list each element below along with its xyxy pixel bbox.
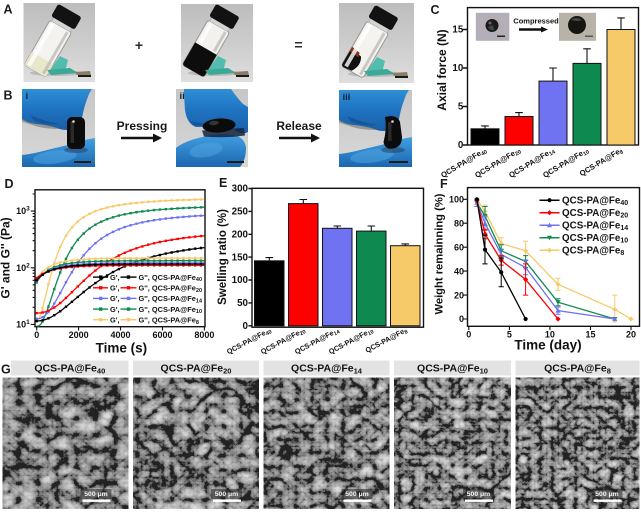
svg-text:=: = [294, 37, 302, 53]
svg-text:QCS-PA@Fe10: QCS-PA@Fe10 [417, 363, 488, 376]
svg-text:250: 250 [232, 207, 249, 218]
svg-text:150: 150 [232, 252, 249, 263]
svg-text:B: B [4, 89, 13, 103]
svg-text:10: 10 [452, 63, 463, 74]
svg-text:300: 300 [232, 184, 249, 195]
svg-text:500 μm: 500 μm [345, 491, 368, 498]
svg-text:100: 100 [449, 195, 464, 205]
svg-text:QCS-PA@Fe10: QCS-PA@Fe10 [562, 233, 628, 245]
svg-text:ii: ii [180, 91, 185, 102]
svg-text:G',: G', [110, 284, 120, 293]
svg-text:Release: Release [276, 119, 322, 133]
svg-text:G'', QCS-PA@Fe8: G'', QCS-PA@Fe8 [139, 316, 199, 326]
svg-text:G',: G', [110, 294, 120, 303]
svg-text:60: 60 [454, 242, 464, 252]
svg-text:40: 40 [454, 266, 464, 276]
svg-text:iii: iii [343, 92, 351, 103]
svg-text:QCS-PA@Fe40: QCS-PA@Fe40 [34, 363, 105, 376]
svg-text:Time (s): Time (s) [96, 341, 148, 356]
svg-text:101: 101 [16, 319, 30, 330]
svg-text:i: i [26, 91, 29, 102]
svg-text:G'', QCS-PA@Fe10: G'', QCS-PA@Fe10 [139, 305, 203, 315]
svg-text:Axial force (N): Axial force (N) [435, 29, 449, 110]
svg-text:0: 0 [34, 330, 39, 340]
svg-text:8000: 8000 [194, 330, 214, 340]
svg-text:102: 102 [16, 262, 30, 273]
svg-text:A: A [4, 3, 13, 17]
svg-text:C: C [431, 3, 440, 17]
svg-text:2000: 2000 [69, 330, 89, 340]
svg-text:80: 80 [454, 218, 464, 228]
svg-text:QCS-PA@Fe40: QCS-PA@Fe40 [562, 196, 628, 208]
svg-text:50: 50 [237, 298, 248, 309]
svg-text:0: 0 [459, 314, 464, 324]
svg-text:QCS-PA@Fe14: QCS-PA@Fe14 [291, 363, 363, 376]
svg-text:0: 0 [243, 321, 249, 332]
svg-text:5: 5 [458, 102, 464, 113]
svg-text:20: 20 [454, 290, 464, 300]
svg-text:G',: G', [110, 273, 120, 282]
svg-text:0: 0 [466, 330, 471, 340]
svg-text:QCS-PA@Fe14: QCS-PA@Fe14 [562, 221, 628, 233]
svg-text:0: 0 [458, 140, 464, 151]
svg-text:20: 20 [626, 330, 636, 340]
svg-text:Time (day): Time (day) [514, 338, 581, 353]
svg-text:QCS-PA@Fe20: QCS-PA@Fe20 [161, 363, 232, 376]
svg-text:4000: 4000 [110, 330, 130, 340]
svg-text:G' and G'' (Pa): G' and G'' (Pa) [0, 217, 13, 298]
svg-text:Pressing: Pressing [117, 119, 168, 133]
svg-text:103: 103 [16, 206, 30, 217]
svg-text:200: 200 [232, 230, 249, 241]
svg-text:+: + [135, 37, 143, 53]
svg-text:10: 10 [545, 330, 555, 340]
svg-text:5: 5 [507, 330, 512, 340]
svg-text:E: E [219, 176, 227, 190]
svg-text:G'', QCS-PA@Fe20: G'', QCS-PA@Fe20 [139, 284, 203, 294]
svg-text:500 μm: 500 μm [595, 491, 618, 498]
svg-text:QCS-PA@Fe20: QCS-PA@Fe20 [562, 208, 628, 220]
svg-text:6000: 6000 [152, 330, 172, 340]
svg-text:G',: G', [110, 305, 120, 314]
svg-text:G'', QCS-PA@Fe14: G'', QCS-PA@Fe14 [139, 294, 203, 304]
svg-text:15: 15 [585, 330, 595, 340]
svg-text:500 μm: 500 μm [467, 491, 490, 498]
svg-text:QCS-PA@Fe8: QCS-PA@Fe8 [562, 246, 624, 258]
svg-text:500 μm: 500 μm [84, 491, 107, 498]
svg-text:15: 15 [452, 25, 463, 36]
svg-text:Swelling ratio (%): Swelling ratio (%) [217, 209, 229, 305]
svg-text:D: D [5, 177, 14, 191]
svg-text:F: F [440, 177, 448, 191]
svg-text:G'', QCS-PA@Fe40: G'', QCS-PA@Fe40 [139, 273, 203, 283]
svg-text:Compressed: Compressed [513, 17, 559, 26]
svg-text:100: 100 [232, 275, 249, 286]
svg-text:Weight remainning (%): Weight remainning (%) [434, 193, 446, 314]
svg-text:500 μm: 500 μm [215, 491, 238, 498]
svg-text:G: G [1, 363, 11, 377]
svg-text:QCS-PA@Fe8: QCS-PA@Fe8 [544, 363, 611, 376]
svg-text:G',: G', [110, 316, 120, 325]
